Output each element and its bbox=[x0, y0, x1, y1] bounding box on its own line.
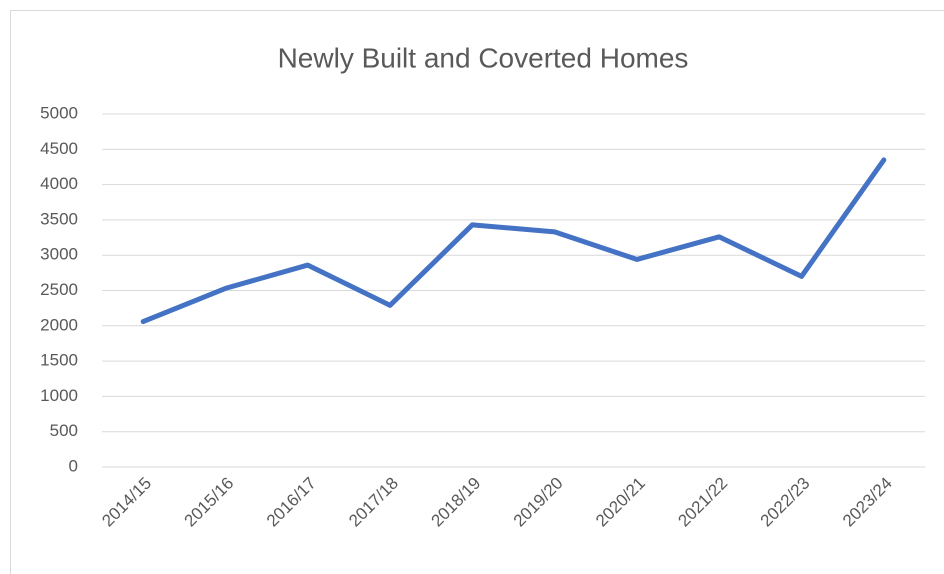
chart-title: Newly Built and Coverted Homes bbox=[278, 42, 689, 73]
y-tick-label: 3500 bbox=[40, 209, 78, 228]
y-tick-label: 4500 bbox=[40, 139, 78, 158]
chart-frame bbox=[10, 10, 944, 574]
y-tick-label: 5000 bbox=[40, 103, 78, 122]
y-tick-label: 2500 bbox=[40, 280, 78, 299]
y-tick-label: 2000 bbox=[40, 315, 78, 334]
data-line bbox=[140, 157, 887, 325]
y-tick-label: 3000 bbox=[40, 245, 78, 264]
y-tick-label: 500 bbox=[50, 421, 78, 440]
y-tick-label: 1000 bbox=[40, 386, 78, 405]
y-tick-label: 4000 bbox=[40, 174, 78, 193]
y-tick-label: 1500 bbox=[40, 351, 78, 370]
y-tick-label: 0 bbox=[69, 456, 78, 475]
